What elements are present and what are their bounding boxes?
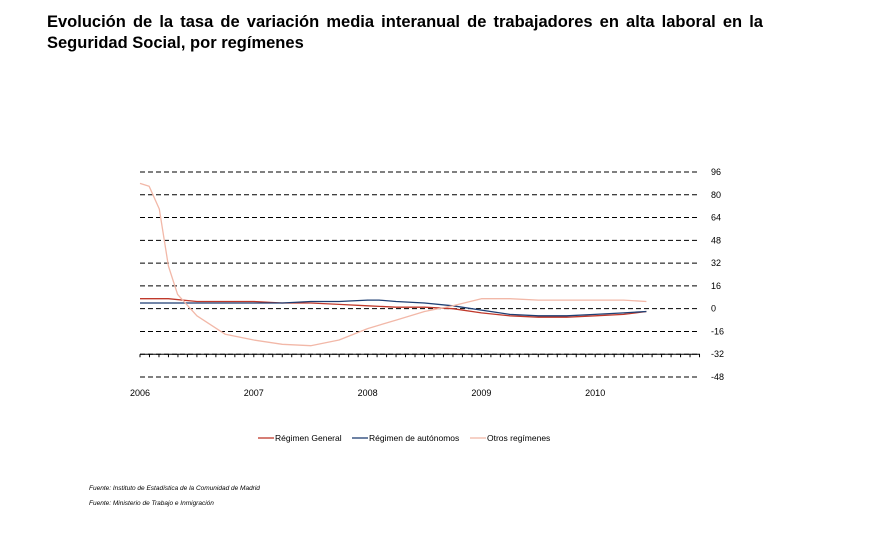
x-tick-label: 2009	[471, 388, 491, 398]
y-tick-label: 96	[711, 167, 721, 177]
y-tick-label: 80	[711, 190, 721, 200]
legend-label: Otros regímenes	[487, 433, 550, 443]
y-tick-label: -16	[711, 326, 724, 336]
y-tick-label: 48	[711, 235, 721, 245]
gridlines	[140, 171, 700, 378]
series-line-otros-reg-menes	[139, 182, 647, 347]
chart-title: Evolución de la tasa de variación media …	[47, 13, 763, 52]
x-tick-label: 2006	[130, 388, 150, 398]
series-line-r-gimen-general	[140, 298, 647, 318]
source-note: Fuente: Ministerio de Trabajo e Inmigrac…	[89, 500, 214, 507]
series-line-r-gimen-de-aut-nomos	[140, 299, 647, 317]
x-axis: 2006 2007 2008 2009 2010	[130, 353, 701, 398]
y-tick-label: 32	[711, 258, 721, 268]
series-lines	[139, 182, 647, 347]
source-note: Fuente: Instituto de Estadística de la C…	[89, 485, 260, 492]
y-tick-label: -32	[711, 349, 724, 359]
y-tick-label: 16	[711, 281, 721, 291]
y-axis-labels: 96 80 64 48 32 16 0 -16 -32 -48	[711, 167, 724, 382]
legend-label: Régimen General	[275, 433, 342, 443]
y-tick-label: 0	[711, 304, 716, 314]
y-tick-label: 64	[711, 213, 721, 223]
y-tick-label: -48	[711, 372, 724, 382]
x-tick-label: 2008	[358, 388, 378, 398]
x-tick-label: 2010	[585, 388, 605, 398]
legend-label: Régimen de autónomos	[369, 433, 459, 443]
x-tick-label: 2007	[244, 388, 264, 398]
legend: Régimen General Régimen de autónomos Otros…	[258, 433, 550, 443]
